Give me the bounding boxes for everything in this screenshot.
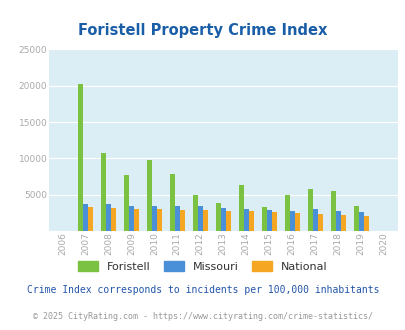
Bar <box>294 213 299 231</box>
Bar <box>111 208 116 231</box>
Bar <box>169 174 175 231</box>
Legend: Foristell, Missouri, National: Foristell, Missouri, National <box>74 256 331 276</box>
Bar <box>134 209 139 231</box>
Bar <box>317 214 322 231</box>
Bar <box>307 189 312 231</box>
Bar <box>363 216 368 231</box>
Bar <box>128 206 134 231</box>
Bar <box>106 204 111 231</box>
Bar <box>243 209 248 231</box>
Bar <box>340 215 345 231</box>
Text: © 2025 CityRating.com - https://www.cityrating.com/crime-statistics/: © 2025 CityRating.com - https://www.city… <box>33 312 372 321</box>
Bar <box>271 212 276 231</box>
Bar <box>330 191 335 231</box>
Bar <box>124 175 128 231</box>
Text: Crime Index corresponds to incidents per 100,000 inhabitants: Crime Index corresponds to incidents per… <box>27 285 378 295</box>
Bar <box>266 210 271 231</box>
Bar <box>175 206 179 231</box>
Bar <box>156 209 162 231</box>
Bar <box>220 208 225 231</box>
Bar <box>202 210 207 231</box>
Bar <box>284 195 289 231</box>
Bar <box>88 207 93 231</box>
Bar <box>83 204 88 231</box>
Bar <box>238 185 243 231</box>
Bar <box>147 160 151 231</box>
Text: Foristell Property Crime Index: Foristell Property Crime Index <box>78 23 327 38</box>
Bar <box>151 206 156 231</box>
Bar <box>215 203 220 231</box>
Bar <box>261 207 266 231</box>
Bar <box>78 83 83 231</box>
Bar <box>225 211 230 231</box>
Bar <box>312 209 317 231</box>
Bar <box>335 212 340 231</box>
Bar <box>192 195 197 231</box>
Bar <box>197 206 202 231</box>
Bar <box>289 211 294 231</box>
Bar <box>353 206 358 231</box>
Bar <box>358 212 363 231</box>
Bar <box>248 212 253 231</box>
Bar <box>179 210 185 231</box>
Bar <box>100 152 106 231</box>
